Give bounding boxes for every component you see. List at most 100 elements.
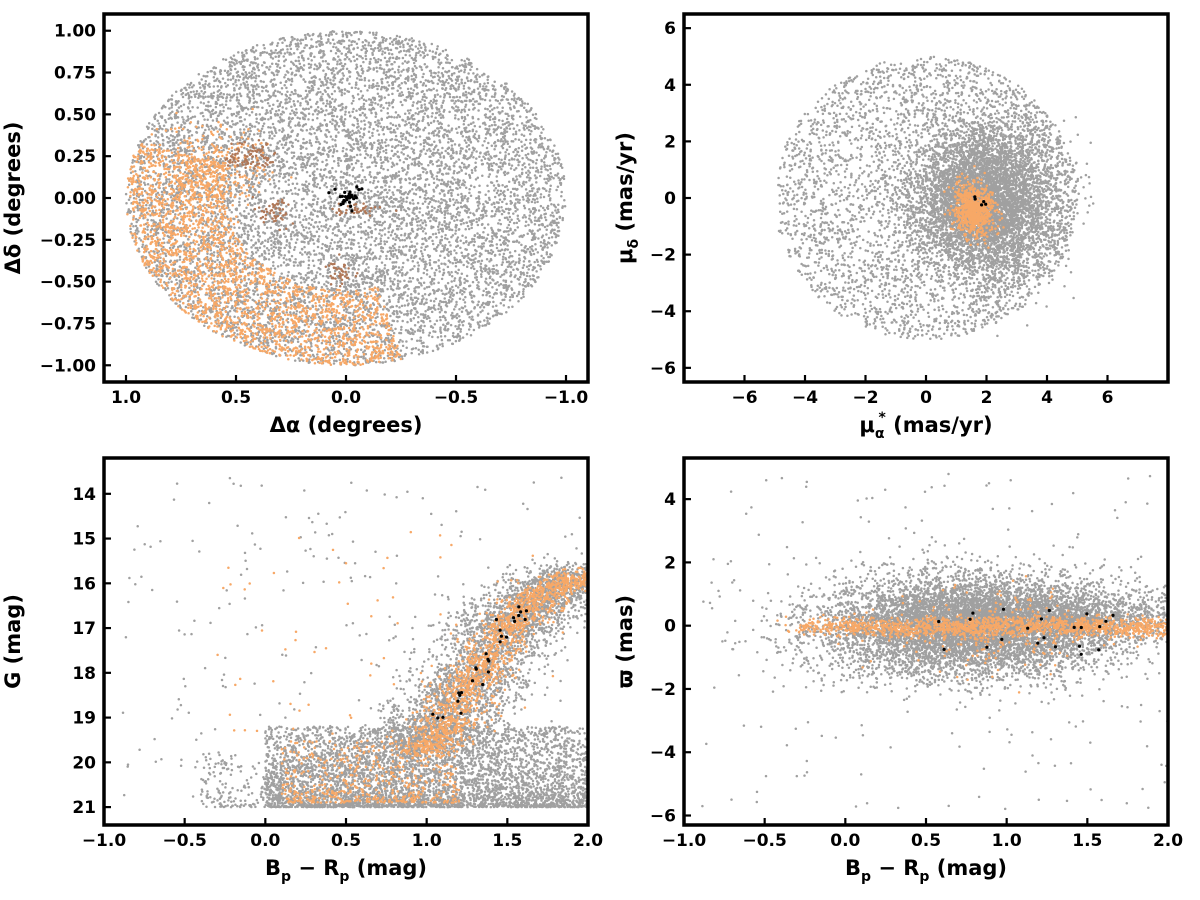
data-point xyxy=(197,214,201,218)
data-point xyxy=(393,204,396,208)
data-point xyxy=(436,82,440,85)
data-point xyxy=(284,141,288,144)
data-point xyxy=(464,186,468,189)
data-point xyxy=(416,162,419,166)
data-point xyxy=(518,129,521,132)
data-point xyxy=(240,60,244,63)
data-point xyxy=(332,79,335,82)
data-point xyxy=(379,158,383,161)
data-point xyxy=(286,48,289,51)
data-point xyxy=(535,270,538,273)
data-point xyxy=(362,102,366,106)
data-point xyxy=(462,119,466,123)
data-point xyxy=(407,232,410,236)
data-point xyxy=(479,214,483,217)
data-point xyxy=(256,132,259,135)
data-point xyxy=(431,233,435,236)
data-point xyxy=(335,284,338,288)
data-point xyxy=(170,155,174,158)
data-point xyxy=(257,121,261,125)
data-point xyxy=(289,311,292,314)
data-point xyxy=(243,209,246,213)
data-point xyxy=(206,108,209,112)
data-point xyxy=(410,134,414,138)
data-point xyxy=(441,75,445,78)
data-point xyxy=(486,81,490,85)
data-point xyxy=(286,90,289,94)
data-point xyxy=(237,51,240,54)
data-point xyxy=(333,100,336,103)
data-point xyxy=(164,105,167,109)
data-point xyxy=(437,259,440,262)
data-point xyxy=(326,229,329,232)
data-point xyxy=(373,217,376,221)
data-point xyxy=(214,286,218,289)
data-point xyxy=(357,191,360,195)
data-point xyxy=(330,238,334,242)
data-point xyxy=(539,244,543,248)
data-point xyxy=(386,168,390,172)
data-point xyxy=(308,91,311,94)
data-point xyxy=(174,90,178,93)
data-point xyxy=(297,357,300,360)
data-point xyxy=(514,130,518,133)
data-point xyxy=(343,113,347,116)
data-point xyxy=(500,168,503,171)
data-point xyxy=(172,147,175,151)
data-point xyxy=(214,111,217,115)
data-point xyxy=(508,145,511,148)
data-point xyxy=(155,139,158,143)
data-point xyxy=(554,209,557,212)
data-point xyxy=(406,309,409,313)
data-point xyxy=(548,241,551,245)
data-point xyxy=(528,179,531,182)
data-point xyxy=(335,198,339,202)
data-point xyxy=(459,201,462,205)
data-point xyxy=(363,255,366,259)
data-point xyxy=(346,246,350,249)
data-point xyxy=(495,269,498,272)
data-point xyxy=(229,78,233,82)
data-point xyxy=(379,290,383,293)
data-point xyxy=(480,259,484,263)
data-point xyxy=(201,306,205,309)
data-point xyxy=(442,96,446,99)
data-point xyxy=(263,232,267,235)
data-point xyxy=(408,141,411,145)
data-point xyxy=(522,290,525,293)
data-point xyxy=(385,254,388,258)
data-point xyxy=(365,200,368,204)
data-point xyxy=(487,153,491,156)
data-point xyxy=(198,92,201,95)
data-point xyxy=(197,247,200,250)
data-point xyxy=(282,111,286,114)
data-point xyxy=(363,123,367,126)
data-point xyxy=(282,339,286,342)
data-point xyxy=(540,125,543,129)
data-point xyxy=(358,97,361,101)
data-point xyxy=(419,80,422,84)
data-point xyxy=(222,92,226,96)
data-point xyxy=(295,209,298,212)
data-point xyxy=(365,262,368,266)
data-point xyxy=(475,157,478,160)
data-point xyxy=(363,245,366,248)
data-point xyxy=(495,313,499,317)
data-point xyxy=(359,153,362,156)
data-point xyxy=(439,207,442,211)
data-point xyxy=(391,123,395,127)
data-point xyxy=(267,258,271,261)
data-point xyxy=(514,261,518,264)
data-point xyxy=(377,194,380,197)
data-point xyxy=(371,328,375,332)
data-point xyxy=(395,304,398,308)
data-point xyxy=(390,218,394,221)
data-point xyxy=(275,73,279,77)
data-point xyxy=(382,85,386,89)
data-point xyxy=(500,212,504,216)
data-point xyxy=(419,224,422,227)
data-point xyxy=(374,236,378,240)
data-point xyxy=(507,152,511,156)
data-point xyxy=(303,33,307,37)
data-point xyxy=(513,168,516,172)
